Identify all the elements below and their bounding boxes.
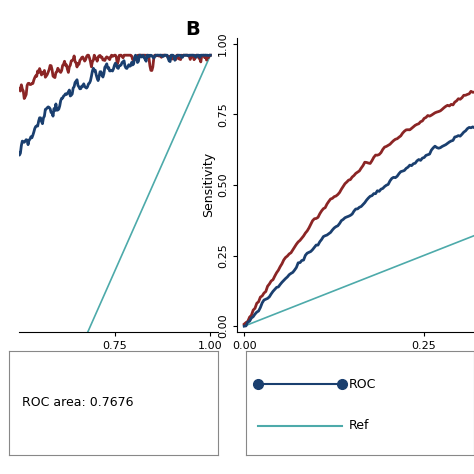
Text: ROC: ROC: [349, 378, 376, 391]
Text: B: B: [185, 20, 200, 39]
Text: ROC area: 0.7676: ROC area: 0.7676: [22, 396, 134, 410]
Text: Ref: Ref: [349, 419, 369, 432]
Y-axis label: Sensitivity: Sensitivity: [202, 152, 215, 218]
